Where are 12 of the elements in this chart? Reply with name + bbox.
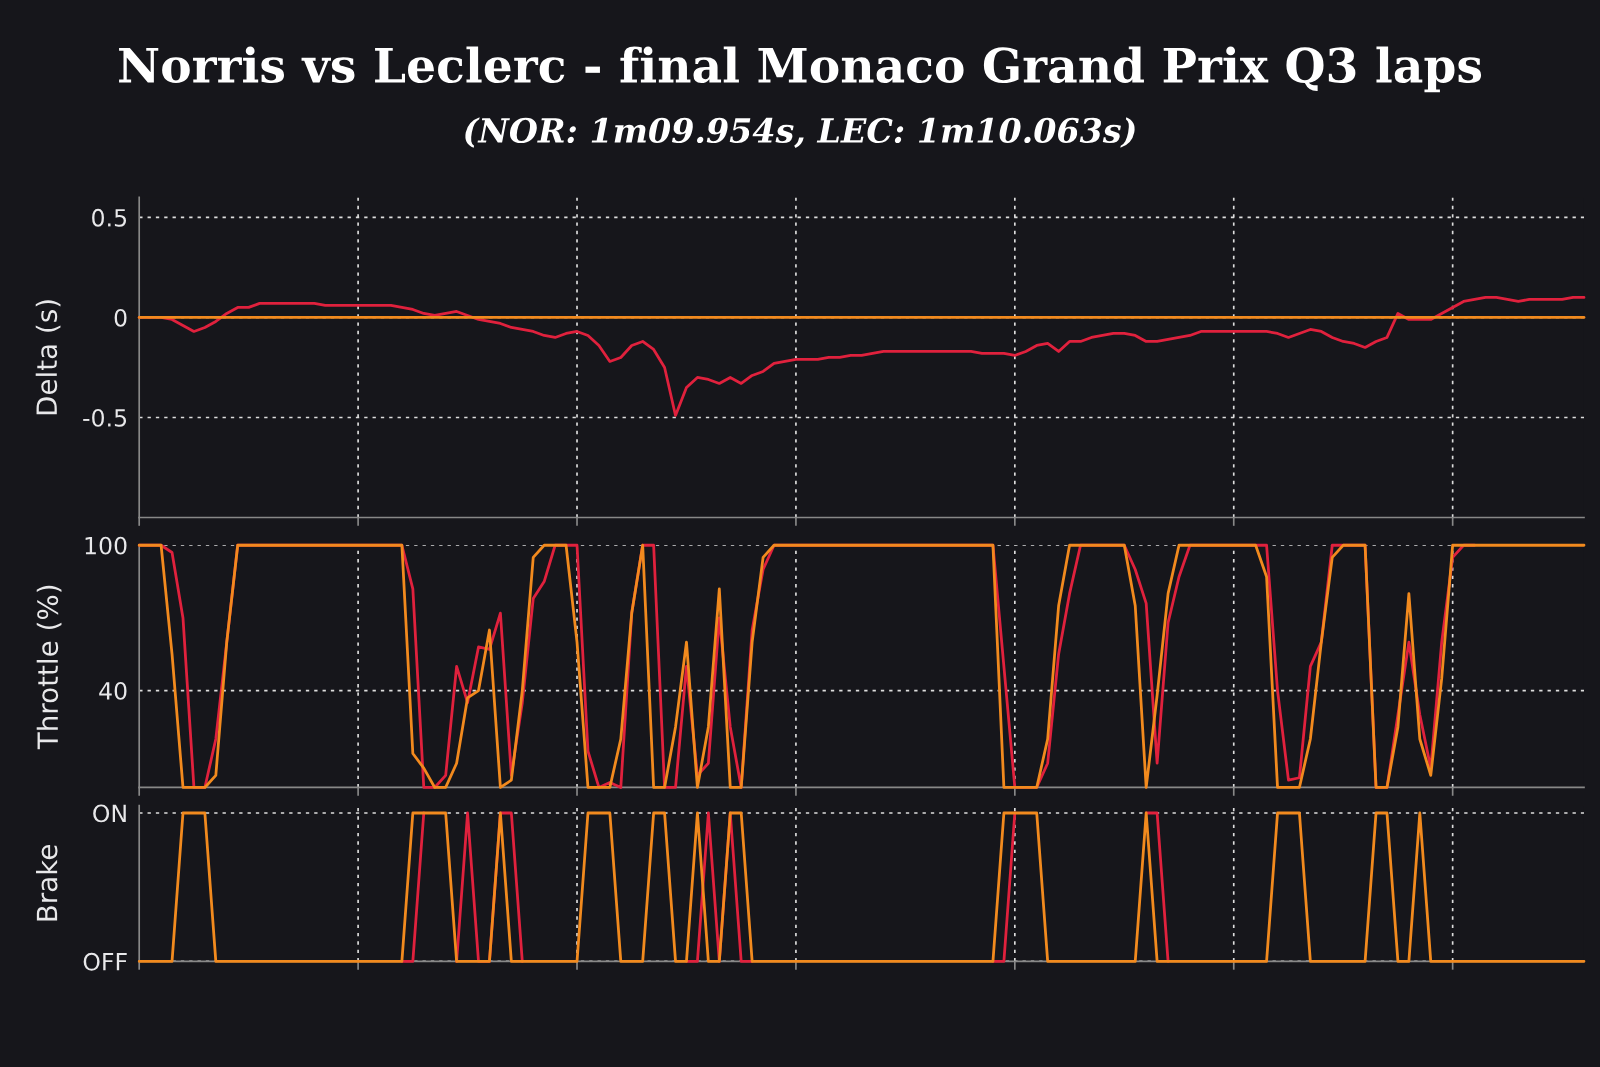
chart-subtitle: (NOR: 1m09.954s, LEC: 1m10.063s) (465, 117, 1135, 149)
y-tick-label: 100 (85, 536, 127, 555)
y-tick-label: 40 (99, 682, 127, 700)
y-tick-label: 0 (114, 308, 127, 327)
y-axis-title: Throttle (%) (36, 585, 62, 750)
y-axis-title: Brake (36, 845, 58, 921)
y-tick-label: 0.5 (92, 208, 127, 227)
y-tick-label: -0.5 (83, 408, 127, 427)
chart-title: Norris vs Leclerc - final Monaco Grand Prix Q3 laps (119, 46, 1482, 93)
text: ON (93, 804, 126, 823)
y-axis-title: Delta (s) (35, 300, 61, 415)
text: OFF (83, 952, 127, 971)
